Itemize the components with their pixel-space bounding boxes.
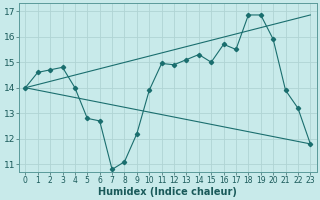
X-axis label: Humidex (Indice chaleur): Humidex (Indice chaleur)	[98, 187, 237, 197]
